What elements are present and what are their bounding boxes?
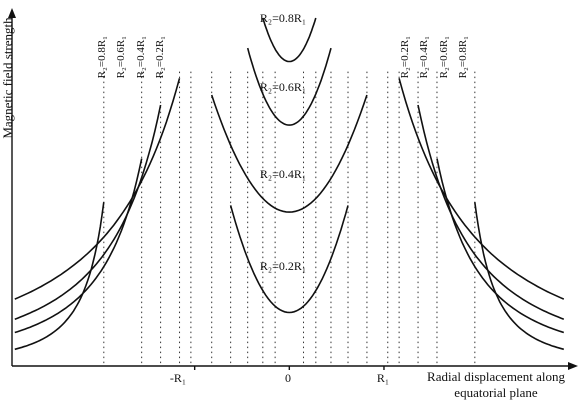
outer-curve-right-2 [417,104,565,320]
outer-label-right-0.8: R₂=0.8R₁ [457,36,469,78]
outer-curve-right-1 [436,158,565,334]
outer-curve-right-0 [474,201,565,351]
x-tick-label-zero: 0 [285,371,291,385]
chart-labels: Magnetic field strength Radial displacem… [0,11,565,400]
outer-label-right-0.4: R₂=0.4R₁ [418,36,430,78]
outer-label-left-0.6: R₂=0.6R₁ [115,36,127,78]
outer-label-left-0.8: R₂=0.8R₁ [96,36,108,78]
inner-curve-1 [210,94,368,213]
x-axis-label-line-1: Radial displacement along [427,369,565,384]
center-label-0.4: R₂=0.4R₁ [260,167,306,181]
inner-curve-3 [262,17,317,63]
field-curves [14,17,565,351]
inner-curve-2 [246,47,332,126]
outer-label-left-0.2: R₂=0.2R₁ [154,36,166,78]
guide-lines [103,71,476,366]
outer-curve-left-0 [14,201,105,351]
outer-curve-left-3 [14,78,181,300]
y-axis-label: Magnetic field strength [0,17,15,139]
y-axis-arrow [8,8,16,18]
inner-curve-0 [229,205,349,314]
center-label-0.2: R₂=0.2R₁ [260,259,306,273]
x-axis-arrow [568,362,578,370]
outer-curve-left-2 [14,104,162,320]
outer-label-right-0.2: R₂=0.2R₁ [399,36,411,78]
x-axis-label-line-2: equatorial plane [454,385,538,400]
outer-curve-right-3 [398,78,565,300]
outer-label-left-0.4: R₂=0.4R₁ [135,36,147,78]
x-tick-label-neg-r1: -R₁ [170,371,186,385]
center-label-0.6: R₂=0.6R₁ [260,80,306,94]
outer-label-right-0.6: R₂=0.6R₁ [438,36,450,78]
x-tick-label-r1: R₁ [377,371,389,385]
center-label-0.8: R₂=0.8R₁ [260,11,306,25]
outer-curve-left-1 [14,158,143,334]
axes [8,8,578,370]
